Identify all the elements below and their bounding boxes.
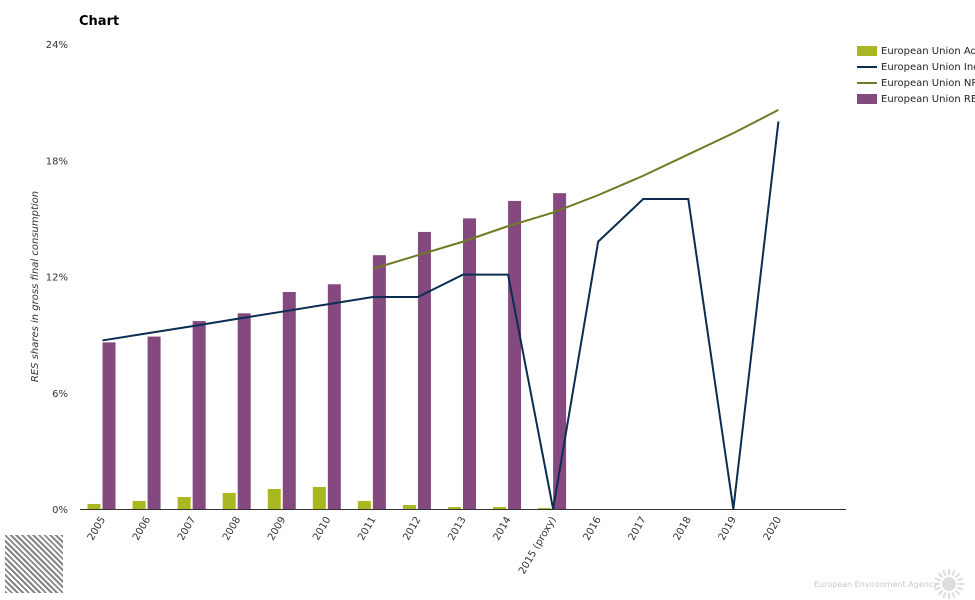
legend-swatch	[857, 46, 877, 56]
x-tick-label: 2012	[401, 515, 423, 543]
legend-swatch	[857, 94, 877, 104]
x-tick-label: 2017	[627, 515, 649, 543]
bar-1	[463, 218, 476, 509]
legend: European Union Ad European Union Ind Europ…	[857, 43, 975, 107]
x-tick-label: 2016	[582, 515, 604, 543]
legend-label: European Union Ad	[881, 45, 975, 57]
y-tick-label: 6%	[52, 389, 68, 400]
bar-1	[372, 255, 386, 509]
bar-1	[327, 284, 341, 509]
bar-0	[222, 492, 236, 509]
x-tick-label: 2009	[266, 515, 288, 543]
chart-title: Chart	[79, 14, 120, 29]
bar-1	[102, 342, 116, 509]
y-tick-label: 24%	[46, 40, 68, 51]
x-tick-label: 2015 (proxy)	[517, 515, 559, 576]
bar-1	[553, 193, 567, 509]
y-tick-label: 18%	[46, 156, 68, 167]
x-tick-label: 2005	[86, 515, 108, 543]
legend-item[interactable]: European Union NR	[857, 75, 975, 91]
y-tick-label: 0%	[52, 505, 68, 516]
x-tick-label: 2007	[176, 515, 198, 543]
bar-1	[192, 321, 206, 509]
bar-0	[132, 501, 146, 509]
legend-label: European Union NR	[881, 77, 975, 89]
x-tick-label: 2011	[356, 515, 378, 543]
bar-1	[508, 200, 522, 509]
x-tick-label: 2014	[491, 515, 513, 543]
bar-1	[237, 313, 251, 509]
bar-1	[147, 336, 161, 509]
x-tick-label: 2019	[717, 515, 739, 543]
x-tick-label: 2008	[221, 515, 243, 543]
legend-swatch	[857, 82, 877, 84]
y-axis-label: RES shares in gross final consumption	[30, 191, 41, 382]
bar-0	[177, 496, 191, 509]
bar-0	[267, 489, 281, 509]
legend-label: European Union RE	[881, 93, 975, 105]
bar-0	[402, 504, 416, 509]
bar-0	[493, 507, 507, 509]
bar-0	[312, 486, 326, 509]
line-series-0	[102, 121, 780, 510]
x-tick-label: 2018	[672, 515, 694, 543]
x-tick-label: 2020	[762, 515, 784, 543]
bar-0	[538, 508, 552, 509]
bar-0	[448, 507, 461, 509]
bar-1	[282, 292, 296, 509]
x-tick-label: 2006	[131, 515, 153, 543]
bar-1	[417, 231, 431, 509]
bar-0	[357, 501, 371, 509]
qr-code	[5, 535, 63, 593]
x-tick-label: 2010	[311, 515, 333, 543]
y-tick-label: 12%	[46, 273, 68, 284]
bar-0	[87, 503, 101, 509]
legend-label: European Union Ind	[881, 61, 975, 73]
legend-item[interactable]: European Union Ind	[857, 59, 975, 75]
line-series-1	[372, 108, 779, 270]
legend-swatch	[857, 66, 877, 68]
eea-credit: European Environment Agency	[814, 580, 938, 589]
legend-item[interactable]: European Union RE	[857, 91, 975, 107]
legend-item[interactable]: European Union Ad	[857, 43, 975, 59]
x-tick-label: 2013	[446, 515, 468, 543]
